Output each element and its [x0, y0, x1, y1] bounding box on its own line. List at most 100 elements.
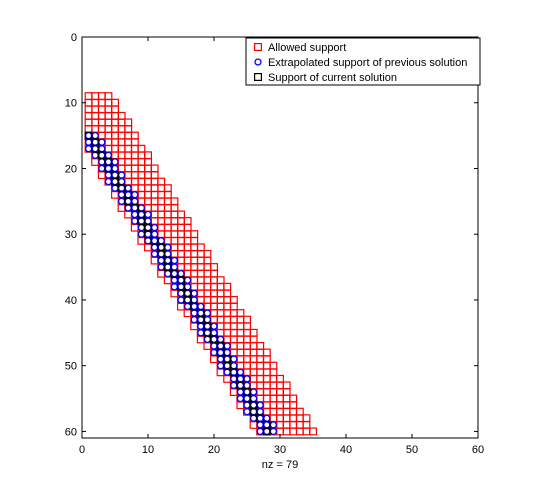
- point-1: [137, 217, 146, 225]
- point-2: [262, 427, 271, 436]
- point-0: [124, 118, 133, 127]
- point-0: [302, 427, 311, 436]
- point-2: [104, 164, 113, 173]
- point-0: [249, 368, 258, 377]
- point-0: [269, 368, 278, 377]
- point-0: [229, 295, 238, 304]
- point-0: [203, 269, 212, 278]
- point-0: [91, 118, 100, 127]
- point-0: [163, 203, 172, 212]
- point-0: [124, 151, 133, 160]
- point-0: [223, 328, 232, 337]
- point-0: [236, 348, 245, 357]
- point-1: [164, 256, 172, 265]
- point-0: [262, 394, 271, 403]
- point-0: [256, 348, 265, 357]
- point-2: [84, 131, 93, 140]
- point-2: [137, 217, 146, 226]
- point-1: [157, 263, 165, 271]
- point-2: [130, 203, 139, 212]
- point-1: [124, 191, 132, 199]
- point-0: [282, 414, 291, 423]
- point-0: [190, 256, 199, 265]
- point-1: [164, 250, 172, 258]
- point-0: [196, 289, 205, 298]
- point-1: [263, 421, 271, 429]
- point-1: [177, 270, 185, 278]
- point-0: [229, 309, 238, 318]
- point-2: [243, 394, 252, 403]
- point-1: [203, 316, 212, 324]
- point-0: [229, 341, 238, 350]
- point-1: [111, 164, 119, 173]
- point-1: [164, 263, 172, 271]
- point-1: [104, 151, 113, 159]
- point-0: [150, 217, 159, 226]
- legend-label: Allowed support: [268, 42, 346, 54]
- point-0: [190, 322, 199, 331]
- point-0: [196, 249, 205, 258]
- point-0: [236, 401, 245, 410]
- point-0: [203, 295, 212, 304]
- point-0: [110, 151, 119, 160]
- point-0: [196, 335, 205, 344]
- point-1: [203, 329, 212, 337]
- point-0: [117, 118, 126, 127]
- point-1: [256, 427, 264, 436]
- point-1: [256, 421, 264, 429]
- point-0: [229, 335, 238, 344]
- point-0: [183, 223, 192, 232]
- y-tick-label: 10: [65, 98, 77, 110]
- point-0: [295, 420, 304, 429]
- point-0: [157, 184, 166, 193]
- y-tick-label: 30: [65, 229, 77, 241]
- point-0: [130, 177, 139, 186]
- point-0: [150, 197, 159, 206]
- point-0: [243, 348, 252, 357]
- point-2: [170, 269, 179, 278]
- point-0: [223, 289, 232, 298]
- point-0: [282, 381, 291, 390]
- point-1: [144, 210, 152, 219]
- point-0: [91, 111, 100, 120]
- point-0: [210, 309, 219, 318]
- point-0: [110, 131, 119, 140]
- x-axis-label: nz = 79: [262, 459, 298, 471]
- point-0: [177, 302, 186, 311]
- point-1: [131, 217, 139, 225]
- point-1: [216, 335, 225, 344]
- point-1: [131, 197, 139, 205]
- point-0: [97, 98, 106, 107]
- point-1: [170, 276, 179, 284]
- point-1: [150, 243, 159, 252]
- point-0: [216, 282, 225, 291]
- point-1: [91, 151, 99, 159]
- point-1: [124, 197, 132, 205]
- x-tick-label: 10: [142, 444, 154, 456]
- point-0: [210, 276, 219, 285]
- point-0: [163, 197, 172, 206]
- point-1: [111, 177, 119, 186]
- point-0: [97, 118, 106, 127]
- point-0: [177, 236, 186, 245]
- point-0: [236, 341, 245, 350]
- point-0: [163, 184, 172, 193]
- point-0: [282, 394, 291, 403]
- point-0: [289, 394, 298, 403]
- point-1: [230, 355, 238, 363]
- point-0: [223, 335, 232, 344]
- point-0: [144, 184, 153, 193]
- point-0: [117, 125, 126, 134]
- point-0: [276, 407, 285, 416]
- point-0: [282, 401, 291, 410]
- point-0: [163, 236, 172, 245]
- point-0: [84, 125, 93, 134]
- point-2: [183, 295, 192, 304]
- point-0: [190, 249, 199, 258]
- point-0: [183, 230, 192, 239]
- point-0: [104, 118, 113, 127]
- point-0: [130, 171, 139, 180]
- point-0: [104, 131, 113, 140]
- point-0: [144, 171, 153, 180]
- point-0: [190, 236, 199, 245]
